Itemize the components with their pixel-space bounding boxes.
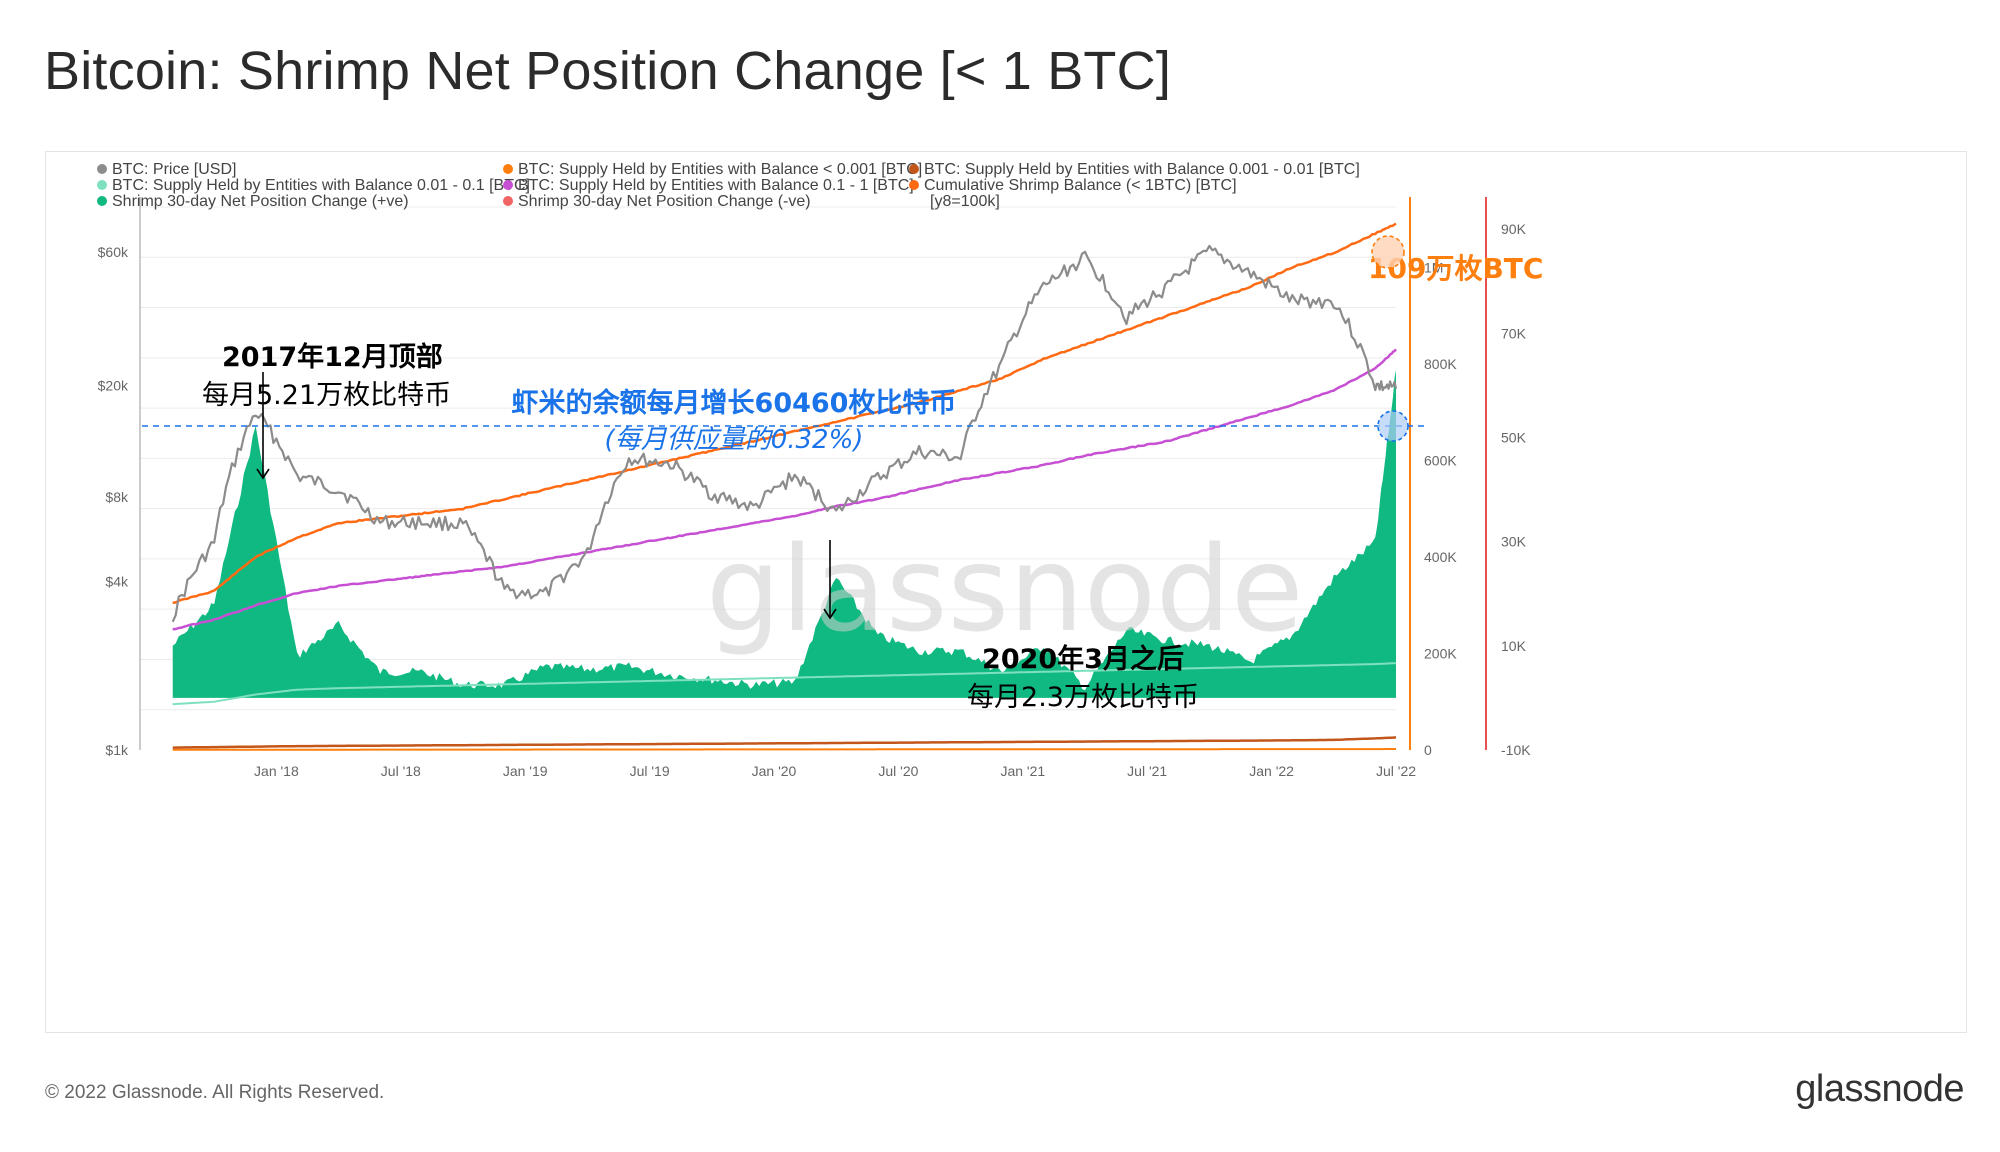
annotation-layer: 2017年12月顶部 每月5.21万枚比特币 虾米的余额每月增长60460枚比特… [142,235,1543,713]
y-left-tick-label: $60k [98,244,129,260]
annotation-march-2020-sub: 每月2.3万枚比特币 [967,682,1199,713]
legend-item-label: Cumulative Shrimp Balance (< 1BTC) [BTC] [924,177,1237,194]
x-tick-label: Jan '18 [254,763,299,779]
axis-layer: $60k $20k $8k $4k $1k 1M 800K 600K 400K 200K 0 90K 7… [98,197,1531,779]
legend-swatch [97,180,107,190]
x-tick-label: Jul '20 [878,763,918,779]
y-left-tick-label: $8k [105,489,129,505]
brand-logo: glassnode [1795,1068,1964,1110]
y-right-tick-label: 90K [1501,221,1527,237]
supply-01-1-line [172,348,1397,631]
x-tick-label: Jan '19 [503,763,548,779]
legend-swatch [97,164,107,174]
legend-item-label: BTC: Supply Held by Entities with Balanc… [518,161,922,178]
annotation-growth-sub: (每月供应量的0.32%) [605,425,864,455]
annotation-growth-title: 虾米的余额每月增长60460枚比特币 [512,387,957,419]
x-tick-label: Jul '22 [1376,763,1416,779]
x-tick-label: Jan '20 [752,763,797,779]
y-mid-tick-label: 400K [1424,549,1457,565]
y-right-tick-label: 30K [1501,534,1527,550]
y-left-tick-label: $4k [105,573,129,589]
y-mid-tick-label: 0 [1424,742,1432,758]
x-tick-label: Jan '22 [1249,763,1294,779]
legend-swatch [503,164,513,174]
supply-001-01-line [172,662,1397,706]
annotation-peak-2017-title: 2017年12月顶部 [222,341,443,373]
legend: BTC: Price [USD] BTC: Supply Held by Enti… [97,161,1360,210]
y-left-tick-label: $20k [98,378,129,394]
chart-svg: glassnode $60k $20k $8k $4k $1k 1M 800K 600K 400… [97,161,1543,779]
legend-item-label: Shrimp 30-day Net Position Change (+ve) [112,193,409,210]
legend-swatch [503,196,513,206]
chart-frame: glassnode $60k $20k $8k $4k $1k 1M 800K 600K 400… [45,151,1967,1033]
y-mid-tick-label: 800K [1424,356,1457,372]
x-tick-label: Jan '21 [1000,763,1045,779]
y-right-tick-label: 50K [1501,429,1527,445]
annotation-peak-2017-sub: 每月5.21万枚比特币 [202,380,451,411]
legend-item-label: [y8=100k] [930,193,1000,210]
supply-0001-001-line [172,736,1397,749]
annotation-march-2020-title: 2020年3月之后 [982,643,1184,675]
y-mid-tick-label: 200K [1424,645,1457,661]
btc-price-line [171,244,1398,623]
y-mid-tick-label: 600K [1424,452,1457,468]
net-position-area-layer [172,369,1397,698]
y-mid-tick-label: 1M [1424,259,1443,275]
highlight-circle-blue [1377,410,1409,442]
y-right-tick-label: -10K [1501,742,1531,758]
supply-lt-0001-line [172,748,1396,751]
legend-item-label: BTC: Price [USD] [112,161,236,178]
cumulative-shrimp-line [172,222,1397,605]
x-tick-label: Jul '19 [630,763,670,779]
legend-swatch [97,196,107,206]
y-right-tick-label: 10K [1501,638,1527,654]
net-position-positive-area [172,369,1397,698]
arrow-peak-2017-head [256,468,270,480]
x-tick-label: Jul '21 [1127,763,1167,779]
legend-swatch [503,180,513,190]
watermark: glassnode [706,520,1303,658]
legend-item-label: BTC: Supply Held by Entities with Balanc… [924,161,1360,178]
page-title: Bitcoin: Shrimp Net Position Change [< 1… [44,41,1172,101]
arrow-march-2020-head [823,608,837,620]
y-right-tick-label: 70K [1501,325,1527,341]
legend-item-label: Shrimp 30-day Net Position Change (-ve) [518,193,811,210]
x-tick-label: Jul '18 [381,763,421,779]
highlight-circle-orange [1371,235,1405,269]
legend-item-label: BTC: Supply Held by Entities with Balanc… [112,177,530,194]
legend-swatch [909,180,919,190]
series-line-layer [171,222,1398,751]
legend-item-label: BTC: Supply Held by Entities with Balanc… [518,177,914,194]
y-left-tick-label: $1k [105,742,129,758]
copyright: © 2022 Glassnode. All Rights Reserved. [45,1082,385,1103]
legend-swatch [909,164,919,174]
